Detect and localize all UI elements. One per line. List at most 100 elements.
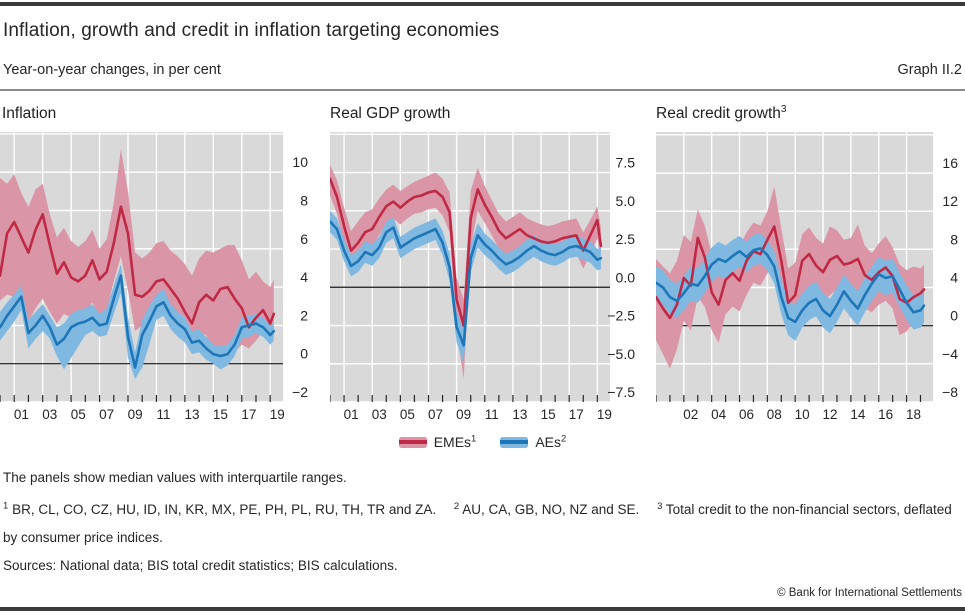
x-tick-label: 19 — [270, 407, 285, 422]
x-tick-label: 13 — [512, 407, 527, 422]
footnote-paragraph: 1 BR, CL, CO, CZ, HU, ID, IN, KR, MX, PE… — [3, 496, 962, 552]
legend-label-text: EMEs — [433, 434, 472, 450]
y-tick-label: 12 — [942, 193, 958, 209]
x-tick-label: 05 — [71, 407, 86, 422]
panel-title-credit: Real credit growth3 — [656, 104, 786, 123]
x-tick-label: 16 — [878, 407, 893, 422]
y-tick-label: 2.5 — [616, 231, 636, 247]
y-axis-labels: 16 12 8 4 0 −4 −8 — [942, 155, 958, 400]
x-tick-label: 17 — [241, 407, 256, 422]
eme-interquartile-band — [0, 149, 274, 362]
footnote-1-text: BR, CL, CO, CZ, HU, ID, IN, KR, MX, PE, … — [12, 502, 437, 517]
aes-band-swatch — [500, 436, 529, 448]
x-tick-label: 13 — [184, 407, 199, 422]
x-tick-label: 01 — [344, 407, 359, 422]
eme-interquartile-band — [330, 164, 601, 380]
ae-interquartile-band — [0, 264, 274, 379]
aes-line-swatch — [500, 440, 529, 444]
x-tick-label: 07 — [428, 407, 443, 422]
y-tick-label: −4 — [942, 346, 958, 362]
legend-item-emes: EMEs1 — [398, 434, 477, 450]
ae-median-line — [656, 247, 926, 324]
x-tick-label: 10 — [795, 407, 810, 422]
x-tick-label: 05 — [400, 407, 415, 422]
x-tick-label: 09 — [456, 407, 471, 422]
ae-median-line — [330, 220, 603, 347]
y-tick-label: 0.0 — [616, 269, 636, 285]
y-tick-label: 8 — [300, 193, 308, 209]
y-tick-label: 16 — [942, 155, 958, 171]
x-tick-label: 08 — [767, 407, 782, 422]
y-tick-label: 10 — [292, 154, 308, 170]
x-tick-label: 02 — [683, 407, 698, 422]
x-tick-label: 11 — [485, 407, 499, 422]
y-tick-label: 8 — [950, 231, 958, 247]
year-ticks — [330, 395, 598, 402]
y-tick-label: −8 — [942, 384, 958, 400]
panel-note: The panels show median values with inter… — [3, 470, 347, 485]
footnote-1-marker: 1 — [3, 500, 9, 512]
eme-interquartile-band — [656, 186, 924, 369]
legend-footnote-marker: 1 — [471, 433, 477, 445]
y-tick-label: 5.0 — [616, 193, 636, 209]
legend-label-aes: AEs2 — [535, 434, 566, 450]
y-axis-labels: 7.5 5.0 2.5 0.0 −2.5 −5.0 −7.5 — [607, 155, 635, 400]
y-tick-label: −7.5 — [607, 384, 635, 400]
y-tick-label: 4 — [950, 270, 958, 286]
y-tick-label: 0 — [950, 308, 958, 324]
panel-title-gdp: Real GDP growth — [330, 105, 450, 123]
y-axis-labels: 10 8 6 4 2 0 −2 — [292, 154, 308, 400]
legend-item-aes: AEs2 — [500, 434, 566, 450]
panel-title-text: Real credit growth — [656, 105, 781, 122]
x-tick-label: 06 — [739, 407, 754, 422]
x-tick-label: 01 — [14, 407, 29, 422]
footnote-2-marker: 2 — [453, 500, 460, 512]
year-ticks — [656, 395, 922, 402]
x-axis-labels: 01 03 05 07 09 11 13 15 17 19 — [14, 407, 285, 422]
legend-label-emes: EMEs1 — [434, 434, 477, 450]
y-tick-label: 0 — [300, 346, 308, 362]
x-axis-labels: 01 03 05 07 09 11 13 15 17 19 — [344, 407, 612, 422]
series-layer — [330, 164, 603, 380]
ae-median-line — [0, 274, 276, 369]
gdp-chart-svg: 01 03 05 07 09 11 13 15 17 19 7.5 5.0 2.5 0.0 −2.5 −5.0… — [330, 132, 635, 422]
legend-footnote-marker: 2 — [561, 433, 567, 445]
y-tick-label: 6 — [300, 231, 308, 247]
x-tick-label: 11 — [157, 407, 171, 422]
x-axis-labels: 02 04 06 08 10 12 14 16 18 — [683, 407, 921, 422]
footnote-2-text: AU, CA, GB, NO, NZ and SE. — [462, 502, 640, 517]
legend-label-text: AEs — [535, 434, 562, 450]
footnote-3-marker: 3 — [657, 500, 663, 512]
emes-band-swatch — [398, 436, 427, 448]
x-tick-label: 03 — [372, 407, 387, 422]
x-tick-label: 07 — [99, 407, 114, 422]
x-tick-label: 04 — [711, 407, 727, 422]
x-tick-label: 18 — [906, 407, 921, 422]
footnote-3-text: Total credit to the non-financial sector… — [3, 502, 952, 545]
y-tick-label: 2 — [300, 307, 308, 323]
y-tick-label: 7.5 — [616, 155, 636, 171]
header-divider — [0, 89, 965, 91]
bottom-accent-bar — [0, 607, 965, 611]
year-ticks — [0, 395, 271, 402]
legend: EMEs1 AEs2 — [0, 434, 965, 450]
page-title: Inflation, growth and credit in inflatio… — [3, 20, 500, 41]
series-layer — [0, 149, 276, 379]
panel-title-text: Real GDP growth — [330, 105, 451, 122]
copyright-notice: © Bank for International Settlements — [777, 587, 962, 599]
x-tick-label: 09 — [128, 407, 143, 422]
credit-chart-svg: 02 04 06 08 10 12 14 16 18 16 12 8 4 0 −4 −8 — [656, 132, 958, 422]
ae-interquartile-band — [330, 210, 601, 364]
sources-line: Sources: National data; BIS total credit… — [3, 558, 398, 573]
panel-title-text: Inflation — [2, 105, 57, 122]
series-layer — [656, 186, 926, 369]
y-tick-label: 4 — [300, 269, 308, 285]
eme-median-line — [656, 225, 926, 320]
x-tick-label: 14 — [850, 407, 866, 422]
x-tick-label: 15 — [541, 407, 556, 422]
panel-title-inflation: Inflation — [2, 105, 56, 123]
y-tick-label: −2.5 — [607, 308, 635, 324]
x-tick-label: 17 — [569, 407, 584, 422]
eme-median-line — [330, 177, 603, 327]
